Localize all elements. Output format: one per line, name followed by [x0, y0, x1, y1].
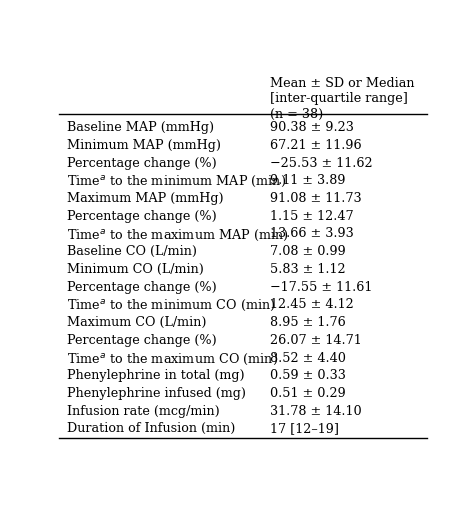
Text: Maximum CO (L/min): Maximum CO (L/min): [66, 316, 206, 329]
Text: 8.52 ± 4.40: 8.52 ± 4.40: [271, 351, 346, 365]
Text: 5.83 ± 1.12: 5.83 ± 1.12: [271, 263, 346, 276]
Text: 7.08 ± 0.99: 7.08 ± 0.99: [271, 245, 346, 258]
Text: 9.11 ± 3.89: 9.11 ± 3.89: [271, 174, 346, 187]
Text: Time$^{a}$ to the maximum MAP (min): Time$^{a}$ to the maximum MAP (min): [66, 228, 288, 243]
Text: Mean ± SD or Median: Mean ± SD or Median: [271, 77, 415, 90]
Text: [inter-quartile range]: [inter-quartile range]: [271, 92, 409, 105]
Text: Infusion rate (mcg/min): Infusion rate (mcg/min): [66, 405, 219, 418]
Text: Percentage change (%): Percentage change (%): [66, 210, 216, 223]
Text: 90.38 ± 9.23: 90.38 ± 9.23: [271, 121, 355, 134]
Text: Percentage change (%): Percentage change (%): [66, 281, 216, 293]
Text: 91.08 ± 11.73: 91.08 ± 11.73: [271, 192, 362, 205]
Text: −17.55 ± 11.61: −17.55 ± 11.61: [271, 281, 373, 293]
Text: 13.66 ± 3.93: 13.66 ± 3.93: [271, 228, 354, 241]
Text: Percentage change (%): Percentage change (%): [66, 334, 216, 347]
Text: 31.78 ± 14.10: 31.78 ± 14.10: [271, 405, 362, 418]
Text: Maximum MAP (mmHg): Maximum MAP (mmHg): [66, 192, 223, 205]
Text: Time$^{a}$ to the maximum CO (min): Time$^{a}$ to the maximum CO (min): [66, 351, 278, 367]
Text: 1.15 ± 12.47: 1.15 ± 12.47: [271, 210, 354, 223]
Text: Time$^{a}$ to the minimum MAP (min): Time$^{a}$ to the minimum MAP (min): [66, 174, 286, 189]
Text: Phenylephrine infused (mg): Phenylephrine infused (mg): [66, 387, 246, 400]
Text: 0.51 ± 0.29: 0.51 ± 0.29: [271, 387, 346, 400]
Text: 12.45 ± 4.12: 12.45 ± 4.12: [271, 298, 354, 311]
Text: Time$^{a}$ to the minimum CO (min): Time$^{a}$ to the minimum CO (min): [66, 298, 275, 313]
Text: Percentage change (%): Percentage change (%): [66, 156, 216, 169]
Text: −25.53 ± 11.62: −25.53 ± 11.62: [271, 156, 373, 169]
Text: 0.59 ± 0.33: 0.59 ± 0.33: [271, 369, 346, 382]
Text: (n = 38): (n = 38): [271, 107, 324, 120]
Text: 67.21 ± 11.96: 67.21 ± 11.96: [271, 139, 362, 152]
Text: 26.07 ± 14.71: 26.07 ± 14.71: [271, 334, 362, 347]
Text: Minimum CO (L/min): Minimum CO (L/min): [66, 263, 203, 276]
Text: Minimum MAP (mmHg): Minimum MAP (mmHg): [66, 139, 220, 152]
Text: Duration of Infusion (min): Duration of Infusion (min): [66, 423, 235, 435]
Text: 8.95 ± 1.76: 8.95 ± 1.76: [271, 316, 346, 329]
Text: Baseline MAP (mmHg): Baseline MAP (mmHg): [66, 121, 214, 134]
Text: Phenylephrine in total (mg): Phenylephrine in total (mg): [66, 369, 244, 382]
Text: 17 [12–19]: 17 [12–19]: [271, 423, 339, 435]
Text: Baseline CO (L/min): Baseline CO (L/min): [66, 245, 197, 258]
